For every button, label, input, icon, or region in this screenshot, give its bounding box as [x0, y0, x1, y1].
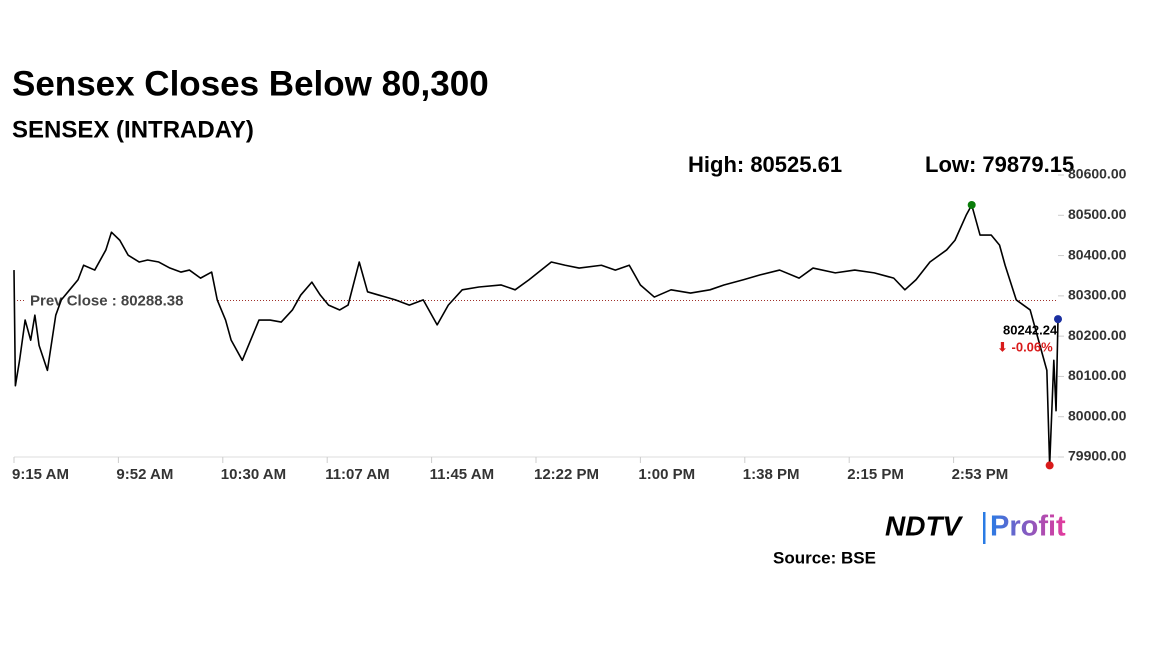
- logo-divider: [983, 512, 986, 544]
- x-tick-label: 11:07 AM: [325, 466, 389, 483]
- x-tick-label: 1:38 PM: [743, 466, 800, 483]
- x-tick-label: 10:30 AM: [221, 466, 286, 483]
- y-tick-label: 80200.00: [1068, 327, 1127, 343]
- high-annotation: High: 80525.61: [688, 152, 842, 177]
- low-marker: [1045, 461, 1054, 470]
- y-tick-label: 80100.00: [1068, 367, 1127, 383]
- x-tick-label: 2:53 PM: [952, 466, 1009, 483]
- y-tick-label: 80600.00: [1068, 166, 1127, 182]
- y-tick-label: 79900.00: [1068, 448, 1127, 464]
- prev-close-label: Prev Close : 80288.38: [30, 293, 183, 310]
- last-value-label: 80242.24: [1003, 323, 1058, 338]
- y-tick-label: 80400.00: [1068, 246, 1127, 262]
- chart-title: Sensex Closes Below 80,300: [12, 64, 489, 103]
- x-tick-label: 9:52 AM: [116, 466, 173, 483]
- logo-right: Profit: [990, 511, 1066, 543]
- y-tick-label: 80500.00: [1068, 206, 1127, 222]
- prev-close-label-bg: [26, 290, 216, 311]
- y-tick-label: 80300.00: [1068, 287, 1127, 303]
- x-tick-label: 2:15 PM: [847, 466, 904, 483]
- chart-subtitle: SENSEX (INTRADAY): [12, 116, 254, 143]
- x-tick-label: 1:00 PM: [638, 466, 695, 483]
- source: Source: BSE: [773, 548, 876, 567]
- y-tick-label: 80000.00: [1068, 407, 1127, 423]
- logo-left: NDTV: [885, 510, 964, 541]
- change-label: ⬇ -0.06%: [997, 340, 1053, 355]
- series-line: [13, 204, 1059, 467]
- low-annotation: Low: 79879.15: [925, 152, 1074, 177]
- high-marker: [967, 200, 976, 209]
- x-tick-label: 9:15 AM: [12, 466, 69, 483]
- x-tick-label: 11:45 AM: [430, 466, 494, 483]
- x-tick-label: 12:22 PM: [534, 466, 599, 483]
- last-marker: [1054, 315, 1062, 324]
